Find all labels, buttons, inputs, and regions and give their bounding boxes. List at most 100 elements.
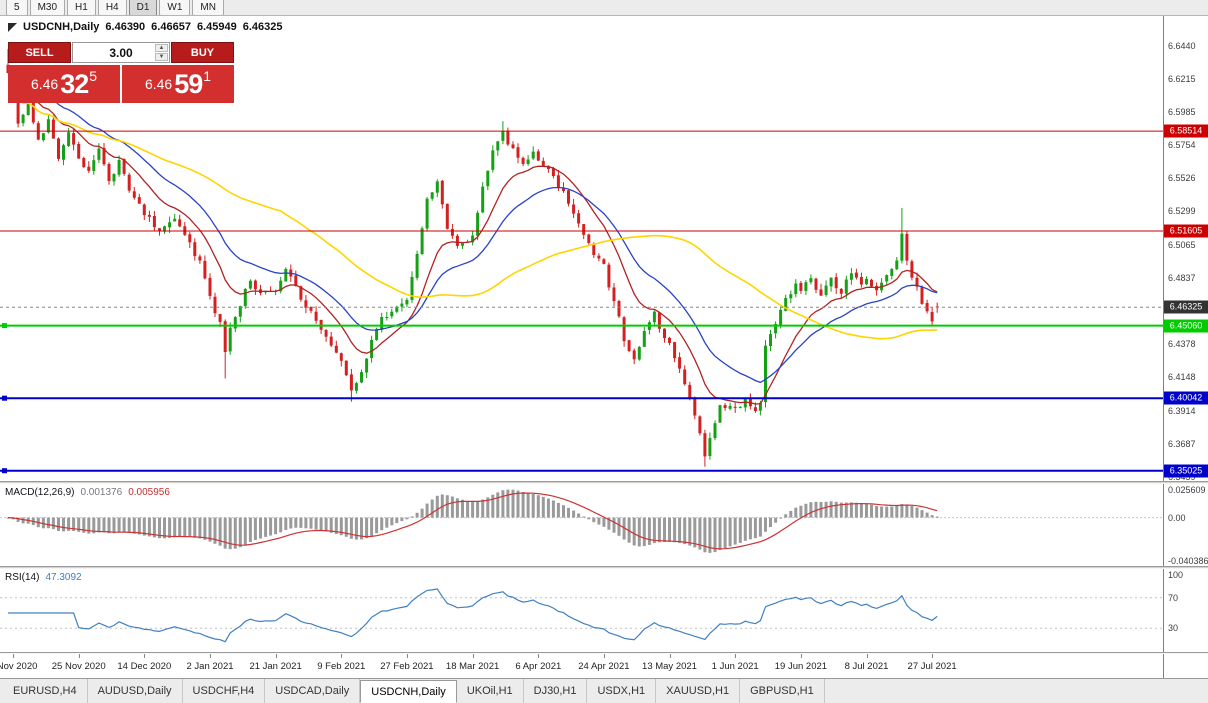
- candlestick-chart[interactable]: [0, 16, 1163, 481]
- price-axis-tick: 6.5526: [1168, 173, 1196, 184]
- price-axis-tick: 6.6215: [1168, 73, 1196, 84]
- price-axis-tick: 6.4837: [1168, 272, 1196, 283]
- macd-axis-label: 0.00: [1168, 512, 1186, 523]
- time-axis-label: 18 Mar 2021: [445, 661, 500, 672]
- price-axis-tick: 6.3687: [1168, 439, 1196, 449]
- sell-price-big: 32: [60, 68, 89, 99]
- rsi-line: [8, 588, 938, 643]
- chart-tab-audusd-daily[interactable]: AUDUSD,Daily: [88, 679, 183, 703]
- sell-price-pipette: 5: [89, 68, 98, 84]
- time-axis-tick: [669, 654, 671, 658]
- time-axis-label: 6 Nov 2020: [0, 661, 38, 672]
- chart-tab-bar: EURUSD,H4 AUDUSD,Daily USDCHF,H4 USDCAD,Dai…: [0, 678, 1208, 703]
- buy-button[interactable]: BUY: [171, 42, 234, 63]
- time-axis-label: 14 Dec 2020: [117, 661, 172, 672]
- time-axis-label: 2 Jan 2021: [186, 661, 234, 672]
- rsi-axis[interactable]: 100 70 30: [1163, 569, 1208, 652]
- macd-axis[interactable]: 0.025609 0.00 -0.040386: [1163, 484, 1208, 566]
- rsi-name: RSI(14): [5, 572, 40, 583]
- panel-splitter-3[interactable]: [0, 652, 1208, 654]
- time-axis[interactable]: 6 Nov 2020 25 Nov 2020 14 Dec 2020 2 Jan 20…: [0, 654, 1163, 678]
- macd-name: MACD(12,26,9): [5, 487, 75, 498]
- panel-splitter-1[interactable]: [0, 481, 1208, 484]
- price-axis-tick: 6.4378: [1168, 339, 1196, 350]
- rsi-axis-label: 70: [1168, 592, 1179, 603]
- rsi-axis-label: 30: [1168, 623, 1179, 634]
- chart-tab-usdchf-h4[interactable]: USDCHF,H4: [183, 679, 266, 703]
- time-axis-tick: [603, 654, 605, 658]
- timeframe-button-m30[interactable]: M30: [29, 0, 66, 15]
- time-axis-label: 25 Nov 2020: [51, 661, 106, 672]
- rsi-axis-label: 100: [1168, 570, 1184, 580]
- timeframe-button-d1[interactable]: D1: [128, 0, 158, 15]
- time-axis-tick: [341, 654, 343, 658]
- time-axis-label: 9 Feb 2021: [317, 661, 366, 672]
- buy-price-prefix: 6.46: [144, 76, 173, 92]
- timeframe-button-w1[interactable]: W1: [159, 0, 191, 15]
- line-handle[interactable]: [2, 468, 7, 474]
- time-axis-label: 6 Apr 2021: [515, 661, 562, 672]
- timeframe-button-5[interactable]: 5: [6, 0, 28, 15]
- price-axis-tick: 6.4148: [1168, 372, 1196, 383]
- chart-tab-usdcnh-daily[interactable]: USDCNH,Daily: [360, 680, 457, 703]
- volume-up-button[interactable]: ▲: [155, 44, 168, 52]
- macd-chart: [0, 489, 1163, 553]
- rsi-panel[interactable]: RSI(14) 47.3092: [0, 569, 1163, 652]
- chart-tab-ukoil-h1[interactable]: UKOil,H1: [457, 679, 524, 703]
- line-handle[interactable]: [2, 395, 7, 401]
- price-axis[interactable]: 6.6440 6.6215 6.5985 6.5754 6.5526 6.5299 6.50…: [1163, 16, 1208, 482]
- buy-price-pipette: 1: [203, 68, 212, 84]
- current-price-tag: 6.46325: [1164, 300, 1208, 314]
- ohlc-open: 6.46390: [105, 21, 146, 33]
- macd-histogram: [6, 489, 939, 553]
- time-axis-tick: [538, 654, 540, 658]
- time-axis-tick: [144, 654, 146, 658]
- chart-symbol-timeframe: USDCNH,Daily: [23, 21, 100, 33]
- time-axis-tick: [800, 654, 802, 658]
- panel-splitter-2[interactable]: [0, 566, 1208, 569]
- volume-down-button[interactable]: ▼: [155, 53, 168, 61]
- time-axis-tick: [210, 654, 211, 658]
- sell-price-prefix: 6.46: [30, 76, 59, 92]
- ohlc-close: 6.46325: [242, 21, 283, 33]
- timeframe-button-h4[interactable]: H4: [97, 0, 127, 15]
- chart-tab-dj30-h1[interactable]: DJ30,H1: [524, 679, 588, 703]
- time-axis-label: 27 Jul 2021: [907, 661, 957, 672]
- volume-value: 3.00: [109, 45, 133, 60]
- timeframe-toolbar: 5 M30 H1 H4 D1 W1 MN: [0, 0, 1208, 16]
- timeframe-button-h1[interactable]: H1: [67, 0, 96, 15]
- time-axis-label: 19 Jun 2021: [774, 661, 828, 672]
- price-line-tag: 6.51605: [1164, 224, 1208, 238]
- price-line-tag: 6.40042: [1164, 391, 1208, 405]
- sell-button[interactable]: SELL: [8, 42, 71, 63]
- macd-axis-label: 0.025609: [1168, 485, 1206, 495]
- time-axis-tick: [275, 654, 277, 658]
- sell-price-button[interactable]: 6.46 32 5: [8, 65, 120, 103]
- macd-panel[interactable]: MACD(12,26,9) 0.001376 0.005956: [0, 484, 1163, 566]
- chart-tab-xauusd-h1[interactable]: XAUUSD,H1: [656, 679, 741, 703]
- time-axis-tick: [78, 654, 80, 658]
- ma-55-line: [7, 72, 938, 340]
- line-handle[interactable]: [2, 323, 7, 329]
- macd-axis-label: -0.040386: [1168, 556, 1208, 566]
- main-chart-panel[interactable]: USDCNH,Daily 6.46390 6.46657 6.45949 6.4…: [0, 16, 1163, 481]
- volume-spinbox[interactable]: 3.00 ▲ ▼: [72, 42, 170, 63]
- chart-tab-gbpusd-h1[interactable]: GBPUSD,H1: [740, 679, 825, 703]
- chart-shift-marker-icon: [8, 22, 17, 32]
- timeframe-button-mn[interactable]: MN: [192, 0, 224, 15]
- ma-12-line: [7, 72, 938, 405]
- time-axis-label: 8 Jul 2021: [844, 661, 889, 672]
- chart-tab-usdx-h1[interactable]: USDX,H1: [587, 679, 657, 703]
- candles-group: [6, 48, 939, 467]
- chart-tab-usdcad-daily[interactable]: USDCAD,Daily: [265, 679, 361, 703]
- rsi-chart: [0, 588, 1163, 643]
- buy-price-button[interactable]: 6.46 59 1: [122, 65, 234, 103]
- time-axis-label: 27 Feb 2021: [380, 661, 434, 672]
- chart-tab-eurusd-h4[interactable]: EURUSD,H4: [3, 679, 88, 703]
- time-axis-label: 24 Apr 2021: [578, 661, 630, 672]
- price-axis-tick: 6.5754: [1168, 140, 1196, 151]
- ma-24-line: [7, 72, 938, 384]
- price-axis-tick: 6.6440: [1168, 41, 1196, 51]
- time-axis-tick: [866, 654, 868, 658]
